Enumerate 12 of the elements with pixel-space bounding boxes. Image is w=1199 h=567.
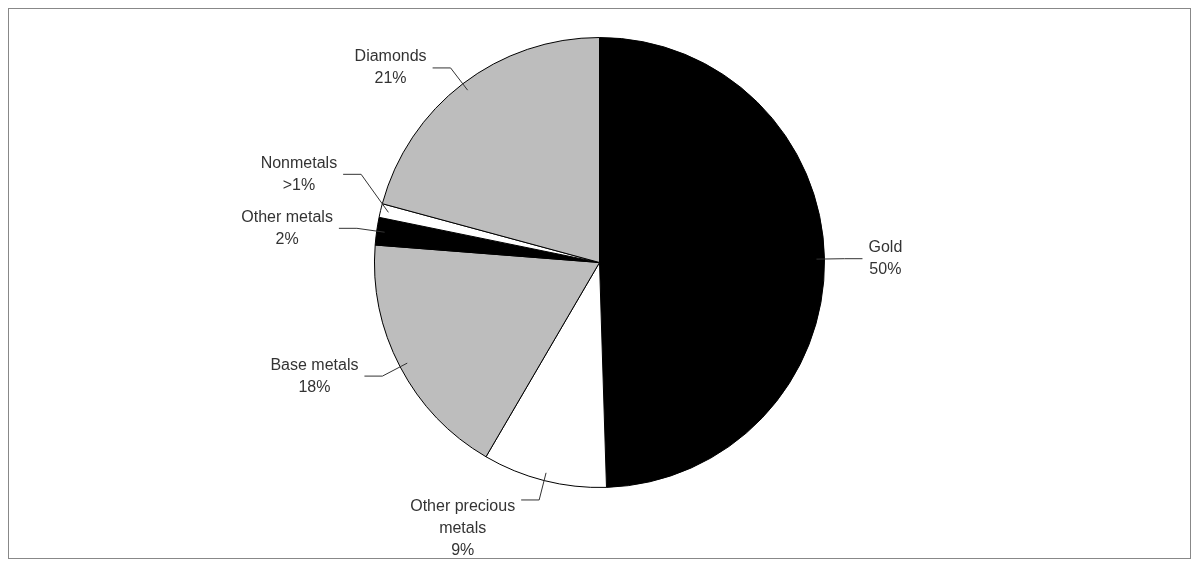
data-label: 18%	[298, 377, 331, 395]
data-label: 9%	[451, 541, 475, 559]
slice-label: Nonmetals	[260, 153, 338, 171]
data-label: 2%	[275, 229, 299, 247]
slice-label: Gold	[868, 238, 903, 256]
slice-label: Other metals	[241, 207, 333, 225]
slice-label: Diamonds	[354, 47, 427, 65]
data-label: 50%	[869, 260, 902, 278]
data-label: >1%	[282, 175, 316, 193]
slice-label: Base metals	[270, 355, 359, 373]
data-label: 21%	[374, 69, 407, 87]
slice-label: Other precious metals	[410, 497, 516, 537]
